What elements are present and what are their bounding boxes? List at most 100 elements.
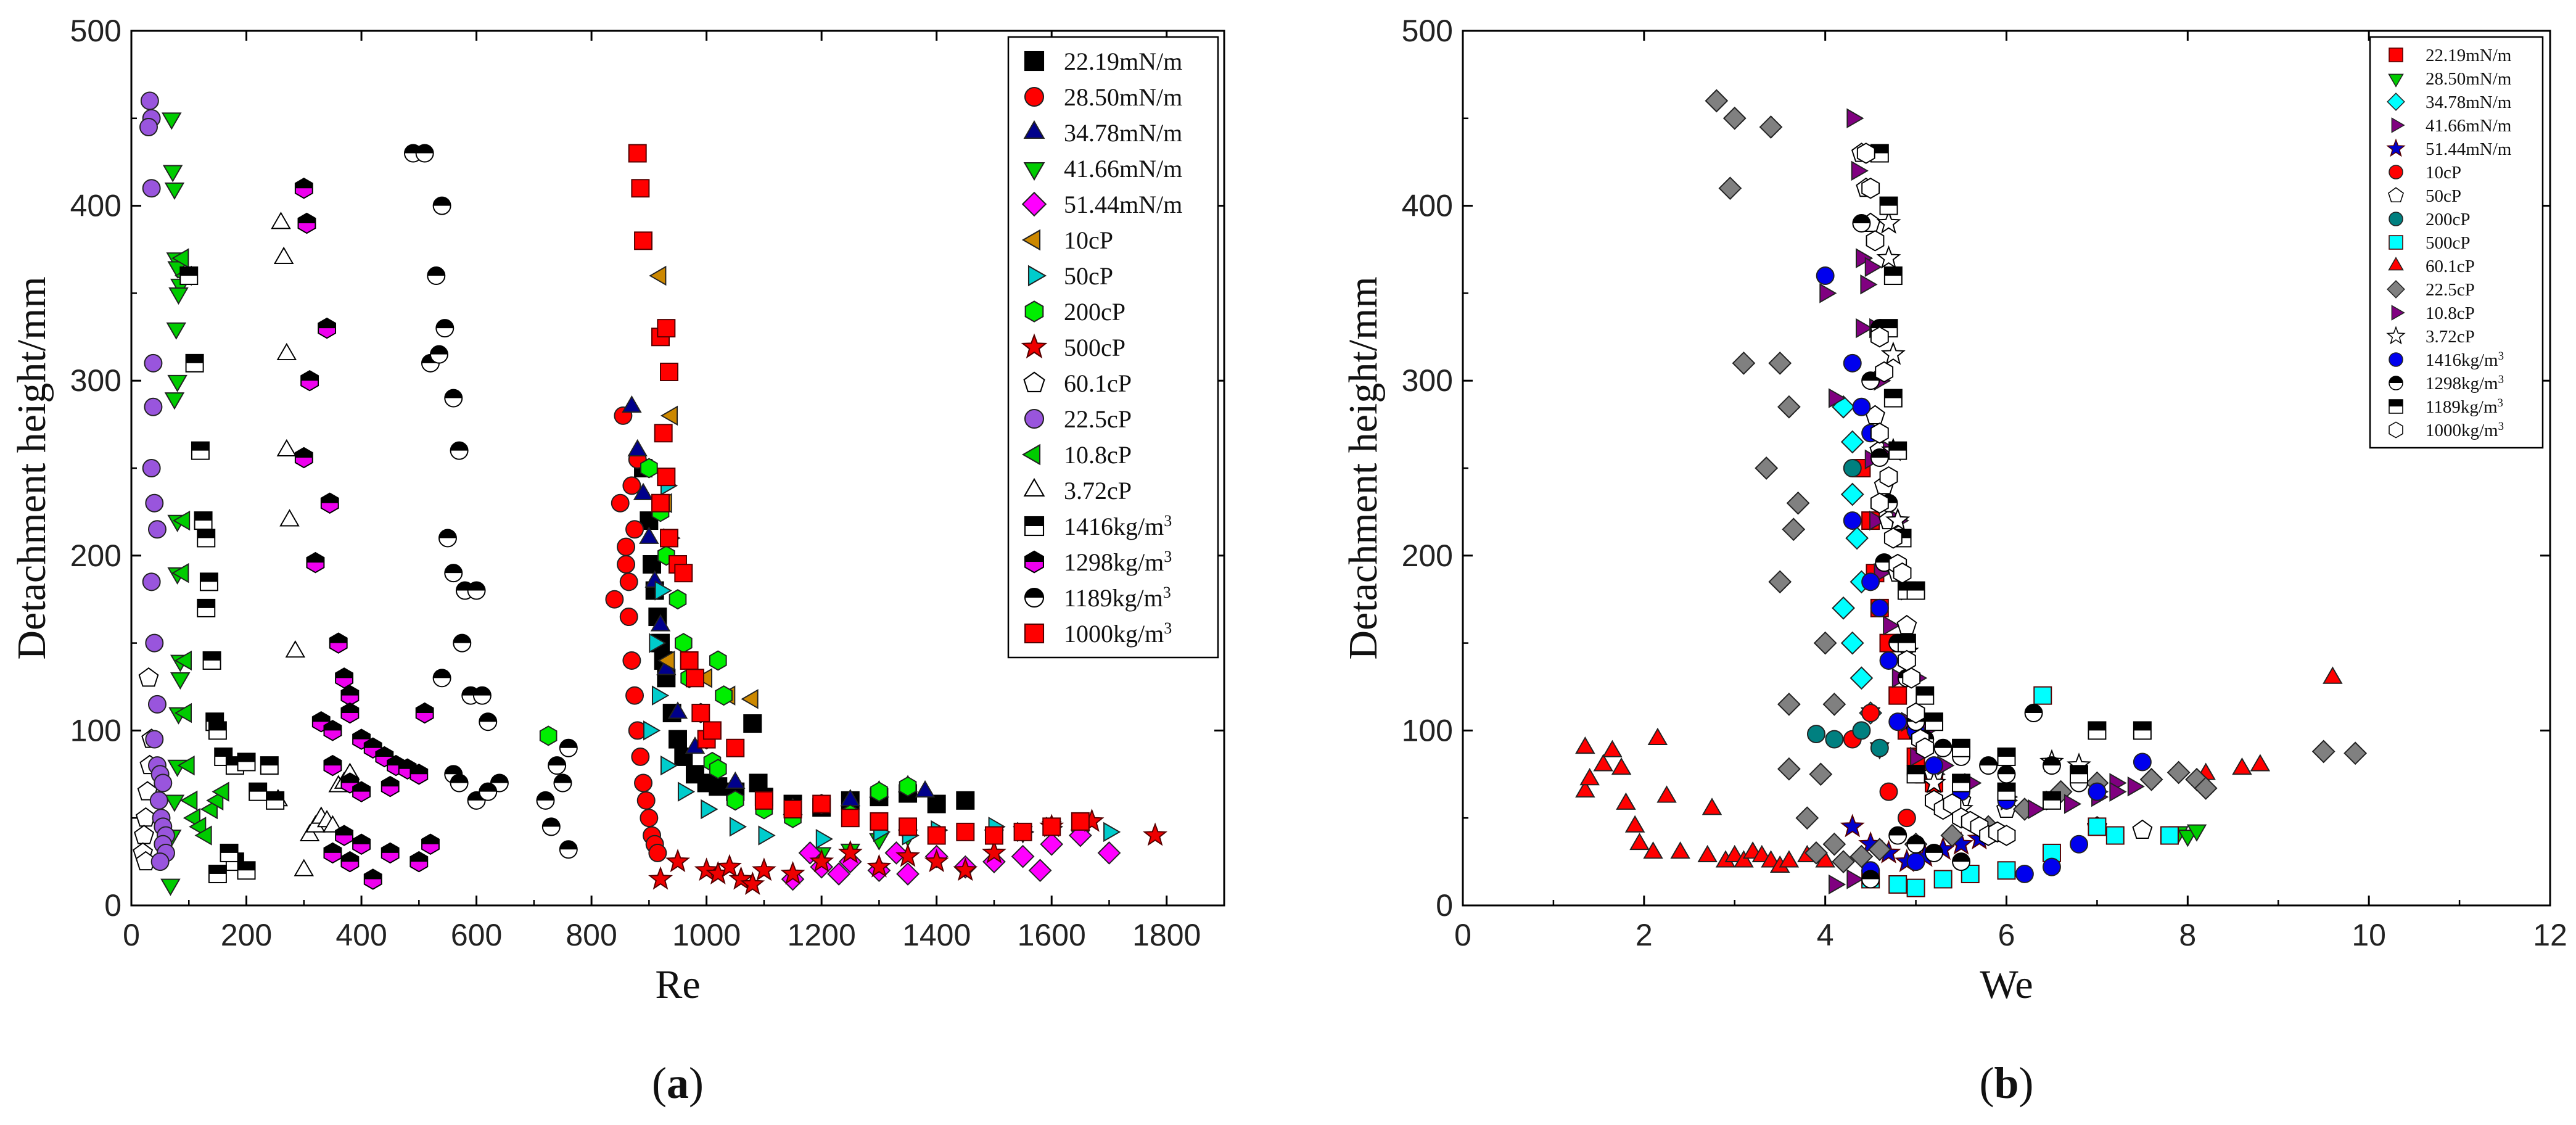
chart-a-point-10-8cp-0: [171, 248, 189, 268]
chart-a-point-51-44mn-m-9: [1028, 859, 1052, 883]
chart-b-point-1298kg-m3-13: [1997, 765, 2016, 784]
chart-a-point-10-8cp-5: [174, 703, 192, 723]
chart-a-point-50cp-4: [651, 685, 670, 706]
chart-a-point-3-72cp-2: [276, 342, 297, 361]
chart-b-series-1000kg-m3: [1856, 142, 2016, 846]
chart-a-legend-label-10-8cp: 10.8cP: [1064, 441, 1132, 469]
chart-b-xtick-label-5: 10: [2352, 918, 2386, 952]
chart-a-point-10-8cp-11: [200, 799, 218, 820]
chart-a-point-28-50mn-m-16: [622, 476, 641, 495]
chart-b-ytick-label-2: 200: [1402, 538, 1453, 573]
chart-a-point-200cp-5: [675, 633, 693, 654]
chart-a-legend-label-50cp: 50cP: [1064, 262, 1113, 290]
chart-a-legend-label-500cp: 500cP: [1064, 334, 1125, 361]
chart-a-ytick-label-1: 100: [70, 713, 121, 748]
chart-b-point-1298kg-m3-12: [1979, 756, 1998, 775]
chart-b-point-1189kg-m3-10: [1916, 686, 1935, 705]
chart-b-panel-label: (b): [1979, 1058, 2033, 1108]
chart-b-point-1416kg-m3-2: [1852, 397, 1871, 416]
chart-b-legend-marker-22-5cp: [2387, 280, 2405, 299]
chart-b-legend-marker-28-50mn-m: [2388, 73, 2404, 88]
chart-b-point-50cp-8: [1896, 614, 1917, 635]
chart-b-point-22-5cp-17: [1804, 841, 1828, 865]
chart-a-point-22-5cp-16: [149, 791, 168, 810]
chart-a-point-28-50mn-m-3: [617, 537, 636, 556]
chart-b-point-60-1cp-10: [1647, 727, 1668, 745]
chart-a-point-34-78mn-m-0: [622, 395, 642, 413]
chart-b-point-60-1cp-28: [2323, 666, 2343, 684]
chart-b-point-1298kg-m3-17: [1888, 826, 1907, 845]
chart-a-point-28-50mn-m-6: [625, 686, 644, 705]
chart-a-point-1416kg-m3-17: [237, 861, 256, 880]
chart-b-point-22-5cp-28: [2139, 767, 2163, 791]
chart-b-legend-label-22-19mn-m: 22.19mN/m: [2426, 46, 2512, 65]
chart-a-point-1000kg-m3-8: [651, 493, 670, 513]
chart-a-point-1000kg-m3-21: [841, 809, 860, 828]
chart-b-point-1416kg-m3-1: [1843, 353, 1862, 373]
chart-b-legend-label-3-72cp: 3.72cP: [2426, 327, 2475, 347]
chart-a-point-1189kg-m3-24: [553, 773, 572, 793]
chart-b-point-51-44mn-m-7: [1840, 814, 1865, 838]
chart-b-point-1000kg-m3-0: [1856, 142, 1875, 164]
chart-a-point-1189kg-m3-7: [444, 389, 463, 408]
chart-a-legend-label-22-19mn-m: 22.19mN/m: [1064, 47, 1182, 75]
chart-a-point-28-50mn-m-5: [622, 651, 641, 670]
chart-a-point-1298kg-m3-31: [415, 702, 434, 724]
chart-b-point-10cp-3: [1897, 809, 1916, 828]
chart-a-point-1000kg-m3-0: [628, 144, 647, 163]
chart-a-point-1298kg-m3-5: [320, 492, 339, 514]
chart-a-point-1189kg-m3-4: [435, 319, 455, 338]
chart-b-point-22-5cp-33: [2344, 741, 2368, 765]
chart-a-point-1189kg-m3-8: [450, 441, 469, 460]
chart-b-point-3-72cp-2: [1880, 341, 1906, 365]
chart-a-point-1298kg-m3-19: [323, 754, 342, 777]
chart-a-point-500cp-6: [740, 871, 765, 895]
chart-a-legend-marker-500cp: [1021, 333, 1048, 359]
chart-a-point-28-50mn-m-15: [617, 554, 636, 574]
chart-b-point-1189kg-m3-1: [1879, 196, 1898, 215]
chart-a-point-1189kg-m3-27: [541, 817, 561, 836]
chart-a-point-1189kg-m3-17: [432, 669, 451, 688]
chart-a-legend-marker-28-50mn-m: [1024, 86, 1045, 107]
chart-a-legend-marker-1298kg-m3: [1024, 550, 1044, 574]
chart-b-xtick-label-1: 2: [1636, 918, 1653, 952]
chart-a-point-51-44mn-m-14: [827, 862, 851, 886]
chart-a-point-1189kg-m3-25: [559, 738, 578, 757]
chart-a-ytick-label-3: 300: [70, 363, 121, 398]
chart-b-legend-label-60-1cp: 60.1cP: [2426, 257, 2475, 276]
chart-a-point-1298kg-m3-30: [363, 868, 382, 890]
chart-b-point-41-66mn-m-6: [1828, 388, 1846, 408]
chart-b-point-500cp-0: [2033, 686, 2052, 705]
chart-a-point-500cp-8: [780, 860, 805, 884]
chart-b-point-1189kg-m3-19: [2042, 791, 2061, 810]
chart-b-points: [1575, 89, 2368, 897]
chart-b-point-34-78mn-m-5: [1832, 596, 1855, 620]
chart-a-legend-marker-1000kg-m3: [1024, 623, 1045, 644]
chart-b-point-1416kg-m3-17: [2133, 752, 2152, 772]
chart-b-legend-marker-200cp: [2389, 212, 2403, 226]
chart-a-point-1000kg-m3-12: [680, 651, 699, 670]
chart-a-point-50cp-9: [729, 817, 747, 837]
chart-a-point-1000kg-m3-18: [754, 791, 773, 810]
chart-b-legend-marker-41-66mn-m: [2391, 117, 2405, 133]
chart-b-point-22-5cp-15: [1809, 762, 1833, 786]
chart-b-point-60-1cp-16: [1724, 844, 1745, 862]
chart-a-point-50cp-2: [654, 580, 672, 601]
chart-a-point-41-66mn-m-18: [160, 878, 181, 896]
chart-a-point-10-8cp-10: [194, 825, 212, 846]
chart-a-point-1189kg-m3-15: [472, 686, 492, 705]
chart-b-point-50cp-14: [2132, 819, 2153, 839]
chart-b-point-60-1cp-27: [2250, 754, 2271, 772]
chart-b-legend-label-1189kg-m3: 1189kg/m3: [2426, 397, 2503, 418]
chart-b-point-1000kg-m3-1: [1861, 178, 1880, 199]
chart-a-point-51-44mn-m-10: [1040, 832, 1064, 856]
chart-a-xtick-label-6: 1200: [788, 918, 856, 952]
chart-a-point-1000kg-m3-19: [783, 800, 802, 819]
chart-b-point-500cp-10: [2160, 826, 2179, 845]
chart-a-point-10cp-3: [657, 650, 675, 671]
chart-a-point-22-19mn-m-24: [956, 791, 975, 810]
chart-b-point-60-1cp-26: [2232, 757, 2252, 775]
chart-b-xtick-label-2: 4: [1817, 918, 1834, 952]
chart-b-point-1416kg-m3-13: [2015, 864, 2034, 883]
chart-b-point-22-5cp-8: [1786, 491, 1810, 515]
